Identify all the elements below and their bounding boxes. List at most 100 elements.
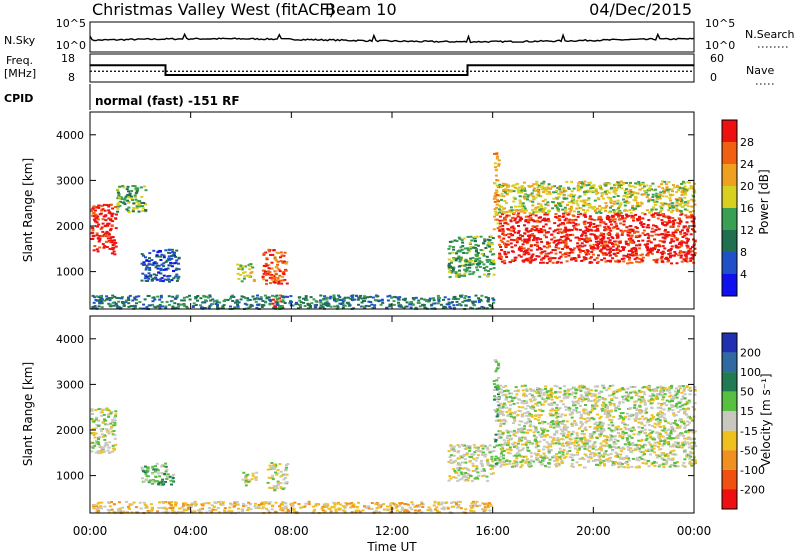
data-cell — [156, 463, 159, 465]
data-cell — [478, 301, 481, 303]
data-cell — [143, 481, 146, 483]
data-cell — [465, 252, 468, 254]
colorbar-swatch — [722, 142, 737, 164]
data-cell — [467, 236, 470, 238]
data-cell — [651, 196, 654, 198]
data-cell — [651, 228, 654, 230]
data-cell — [380, 304, 383, 306]
data-cell — [680, 183, 683, 185]
data-cell — [493, 182, 496, 184]
data-cell — [101, 306, 104, 308]
data-cell — [599, 435, 602, 437]
data-cell — [567, 195, 570, 197]
data-cell — [167, 278, 170, 280]
data-cell — [95, 452, 98, 454]
data-cell — [639, 254, 642, 256]
data-cell — [534, 229, 537, 231]
data-cell — [144, 298, 147, 300]
data-cell — [457, 464, 460, 466]
data-cell — [244, 303, 247, 305]
cpid-label: CPID — [4, 92, 33, 105]
data-cell — [355, 295, 358, 297]
data-cell — [489, 263, 492, 265]
data-cell — [177, 263, 180, 265]
data-cell — [100, 507, 103, 509]
data-cell — [285, 506, 288, 508]
data-cell — [657, 218, 660, 220]
data-cell — [157, 507, 160, 509]
data-cell — [679, 250, 682, 252]
data-cell — [255, 472, 258, 474]
data-cell — [625, 243, 628, 245]
data-cell — [563, 235, 566, 237]
data-cell — [195, 503, 198, 505]
data-cell — [602, 237, 605, 239]
data-cell — [535, 215, 538, 217]
data-cell — [505, 243, 508, 245]
data-cell — [539, 441, 542, 443]
data-cell — [268, 299, 271, 301]
data-cell — [463, 273, 466, 275]
data-cell — [578, 458, 581, 460]
data-cell — [478, 257, 481, 259]
data-cell — [498, 159, 501, 161]
data-cell — [123, 511, 126, 513]
data-cell — [168, 275, 171, 277]
data-cell — [141, 205, 144, 207]
data-cell — [532, 183, 535, 185]
data-cell — [558, 188, 561, 190]
data-cell — [208, 507, 211, 509]
data-cell — [688, 458, 691, 460]
data-cell — [609, 251, 612, 253]
colorbar-tick-label: 4 — [740, 268, 747, 281]
data-cell — [140, 508, 143, 510]
data-cell — [612, 246, 615, 248]
data-cell — [484, 506, 487, 508]
data-cell — [283, 261, 286, 263]
data-cell — [566, 247, 569, 249]
data-cell — [608, 211, 611, 213]
data-cell — [503, 260, 506, 262]
data-cell — [599, 250, 602, 252]
data-cell — [569, 234, 572, 236]
data-cell — [116, 189, 119, 191]
data-cell — [170, 258, 173, 260]
data-cell — [561, 240, 564, 242]
data-cell — [148, 272, 151, 274]
data-cell — [610, 435, 613, 437]
data-cell — [488, 510, 491, 512]
data-cell — [230, 296, 233, 298]
data-cell — [128, 211, 131, 213]
data-cell — [268, 271, 271, 273]
data-cell — [209, 510, 212, 512]
data-cell — [158, 475, 161, 477]
data-cell — [262, 276, 265, 278]
data-cell — [568, 201, 571, 203]
data-cell — [452, 450, 455, 452]
data-cell — [517, 221, 520, 223]
data-cell — [97, 205, 100, 207]
data-cell — [262, 304, 265, 306]
data-cell — [260, 298, 263, 300]
data-cell — [333, 294, 336, 296]
data-cell — [539, 228, 542, 230]
data-cell — [676, 262, 679, 264]
data-cell — [193, 510, 196, 512]
data-cell — [170, 501, 173, 503]
data-cell — [138, 205, 141, 207]
data-cell — [572, 201, 575, 203]
data-cell — [93, 507, 96, 509]
data-cell — [339, 508, 342, 510]
data-cell — [643, 230, 646, 232]
data-cell — [157, 271, 160, 273]
data-cell — [277, 281, 280, 283]
data-cell — [506, 228, 509, 230]
data-cell — [330, 510, 333, 512]
data-cell — [262, 506, 265, 508]
data-cell — [513, 239, 516, 241]
data-cell — [670, 262, 673, 264]
data-cell — [457, 298, 460, 300]
data-cell — [510, 230, 513, 232]
data-cell — [483, 503, 486, 505]
